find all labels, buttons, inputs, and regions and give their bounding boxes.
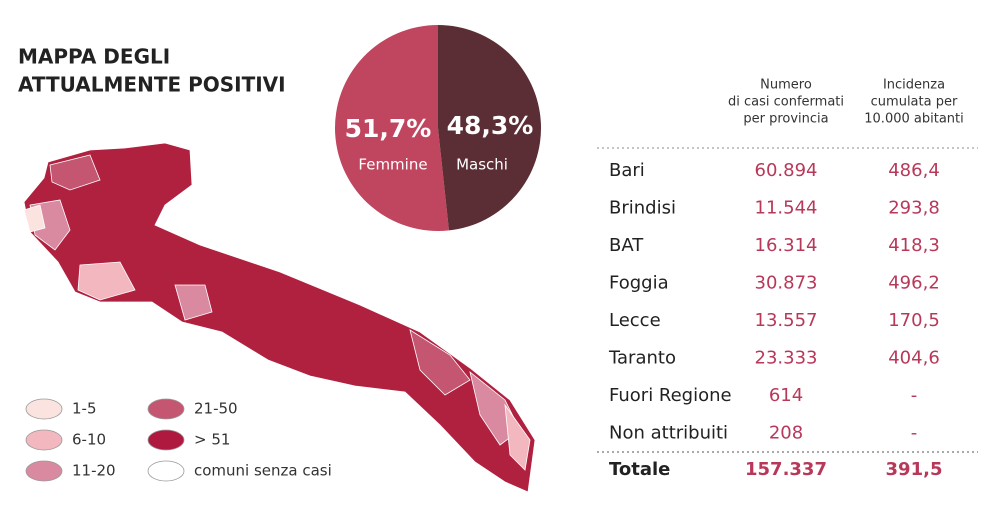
legend: 1-5 6-10 11-20 21-50 > 51 comuni senza casi (25, 398, 332, 482)
row-name: Bari (609, 160, 645, 181)
table: Numero di casi confermati per provincia Inc… (597, 78, 978, 480)
slice-label: Maschi (456, 156, 508, 174)
cell-value: 13.557 (755, 310, 818, 331)
cell-value: 486,4 (888, 160, 940, 181)
row-name: Taranto (608, 348, 676, 369)
legend-label: comuni senza casi (194, 462, 332, 480)
region-shape (23, 142, 536, 493)
legend-swatch (147, 460, 185, 482)
area-patch (49, 154, 101, 191)
area-patch (174, 284, 213, 321)
cell-value: 30.873 (755, 273, 818, 294)
row-name: Lecce (609, 310, 661, 331)
legend-label: 6-10 (72, 431, 106, 449)
value-label: 51,7% (345, 114, 432, 143)
value-label: 48,3% (447, 111, 534, 140)
legend-label: 21-50 (194, 400, 238, 418)
total-value: 157.337 (745, 459, 827, 480)
area-patch (409, 329, 471, 396)
column-header: di casi confermati (728, 95, 844, 110)
legend-swatch (25, 460, 63, 482)
map (23, 142, 536, 493)
legend-swatch (25, 398, 63, 420)
legend-label: > 51 (194, 431, 230, 449)
area-patch (23, 204, 46, 233)
legend-label: 1-5 (72, 400, 97, 418)
total-value: 391,5 (886, 459, 943, 480)
cell-value: 496,2 (888, 273, 940, 294)
pie-slice (438, 25, 542, 231)
column-header: per provincia (743, 112, 828, 127)
row-name: Non attribuiti (609, 423, 728, 444)
column-header: cumulata per (871, 95, 958, 110)
cell-value: 11.544 (755, 198, 818, 219)
cell-value: 170,5 (888, 310, 940, 331)
cell-value: 60.894 (755, 160, 818, 181)
column-header: Incidenza (883, 78, 945, 93)
area-patch (504, 403, 531, 471)
cell-value: - (911, 385, 918, 406)
total-name: Totale (609, 459, 670, 480)
cell-value: 418,3 (888, 235, 940, 256)
row-name: Brindisi (609, 198, 676, 219)
cell-value: 614 (769, 385, 803, 406)
cell-value: 23.333 (755, 348, 818, 369)
cell-value: 404,6 (888, 348, 940, 369)
legend-swatch (147, 398, 185, 420)
row-name: Fuori Regione (609, 385, 732, 406)
cell-value: 293,8 (888, 198, 940, 219)
title-line: ATTUALMENTE POSITIVI (18, 73, 286, 97)
legend-swatch (147, 429, 185, 451)
row-name: BAT (609, 235, 644, 256)
title-line: MAPPA DEGLI (18, 45, 170, 69)
legend-swatch (25, 429, 63, 451)
row-name: Foggia (609, 273, 669, 294)
cell-value: 16.314 (755, 235, 818, 256)
legend-label: 11-20 (72, 462, 116, 480)
cell-value: 208 (769, 423, 803, 444)
column-header: 10.000 abitanti (864, 112, 963, 127)
area-patch (77, 261, 136, 301)
cell-value: - (911, 423, 918, 444)
pie-slice (335, 25, 449, 231)
slice-label: Femmine (358, 156, 427, 174)
column-header: Numero (760, 78, 812, 93)
pie-chart: 51,7% Femmine 48,3% Maschi (335, 25, 542, 231)
